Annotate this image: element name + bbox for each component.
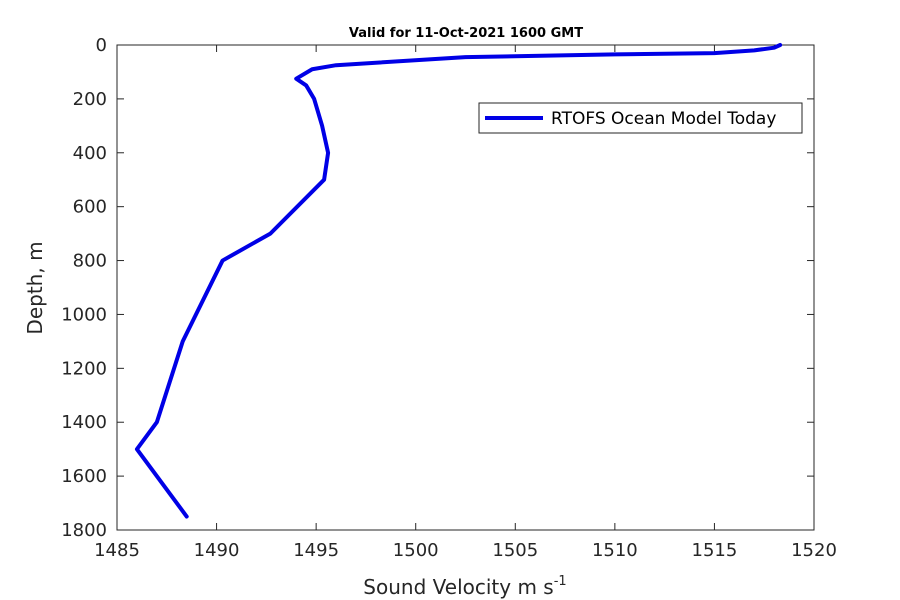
series-line [134, 43, 783, 519]
y-tick-label: 1800 [61, 520, 107, 541]
x-axis: 1485 1490 1495 1500 1505 1510 1515 1520 [94, 45, 837, 561]
x-tick-label: 1520 [791, 540, 837, 561]
x-tick-label: 1485 [94, 540, 140, 561]
legend-label: RTOFS Ocean Model Today [551, 109, 776, 129]
x-axis-label-superscript: -1 [554, 574, 567, 589]
y-tick-label: 1000 [61, 304, 107, 325]
y-tick-label: 0 [96, 35, 107, 56]
x-axis-label-text: Sound Velocity m s [363, 575, 553, 599]
x-axis-label: Sound Velocity m s-1 [363, 574, 566, 599]
series-layer [134, 43, 783, 519]
x-tick-label: 1515 [692, 540, 738, 561]
y-axis: 0 200 400 600 800 1000 1200 1400 1600 1800 [61, 35, 814, 541]
y-tick-label: 1200 [61, 358, 107, 379]
x-tick-label: 1510 [592, 540, 638, 561]
x-tick-label: 1495 [293, 540, 339, 561]
y-tick-label: 800 [73, 251, 107, 272]
chart-title: Valid for 11-Oct-2021 1600 GMT [349, 26, 583, 41]
y-tick-label: 1600 [61, 466, 107, 487]
x-tick-label: 1505 [492, 540, 538, 561]
x-tick-label: 1490 [194, 540, 240, 561]
y-tick-label: 600 [73, 197, 107, 218]
y-axis-label: Depth, m [23, 241, 47, 334]
y-tick-label: 1400 [61, 412, 107, 433]
y-tick-label: 200 [73, 89, 107, 110]
legend: RTOFS Ocean Model Today [478, 102, 803, 134]
x-tick-label: 1500 [393, 540, 439, 561]
y-tick-label: 400 [73, 143, 107, 164]
